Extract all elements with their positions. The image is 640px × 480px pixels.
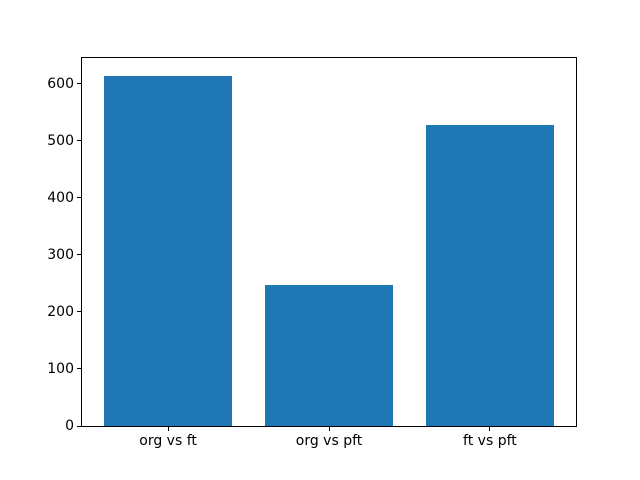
y-tick-mark	[77, 83, 81, 85]
y-tick-mark	[77, 197, 81, 199]
y-tick-label: 500	[47, 132, 74, 149]
x-tick-label-ft-vs-pft: ft vs pft	[463, 433, 517, 449]
y-tick-mark	[77, 425, 81, 427]
x-tick-label-org-vs-ft: org vs ft	[139, 433, 197, 449]
y-tick-mark	[77, 368, 81, 370]
plot-area	[81, 57, 577, 427]
bar-ft-vs-pft	[425, 124, 555, 426]
y-tick-label: 200	[47, 303, 74, 320]
y-tick-label: 400	[47, 189, 74, 206]
y-tick-mark	[77, 311, 81, 313]
y-tick-mark	[77, 140, 81, 142]
x-tick-label-org-vs-pft: org vs pft	[295, 433, 363, 449]
y-tick-label: 300	[47, 246, 74, 263]
x-tick-mark	[167, 427, 169, 431]
bar-org-vs-ft	[103, 75, 233, 426]
x-tick-mark	[489, 427, 491, 431]
bar-org-vs-pft	[264, 284, 394, 426]
y-tick-mark	[77, 254, 81, 256]
y-tick-label: 100	[47, 360, 74, 377]
x-tick-mark	[328, 427, 330, 431]
y-tick-label: 0	[65, 418, 74, 434]
y-tick-label: 600	[47, 75, 74, 92]
